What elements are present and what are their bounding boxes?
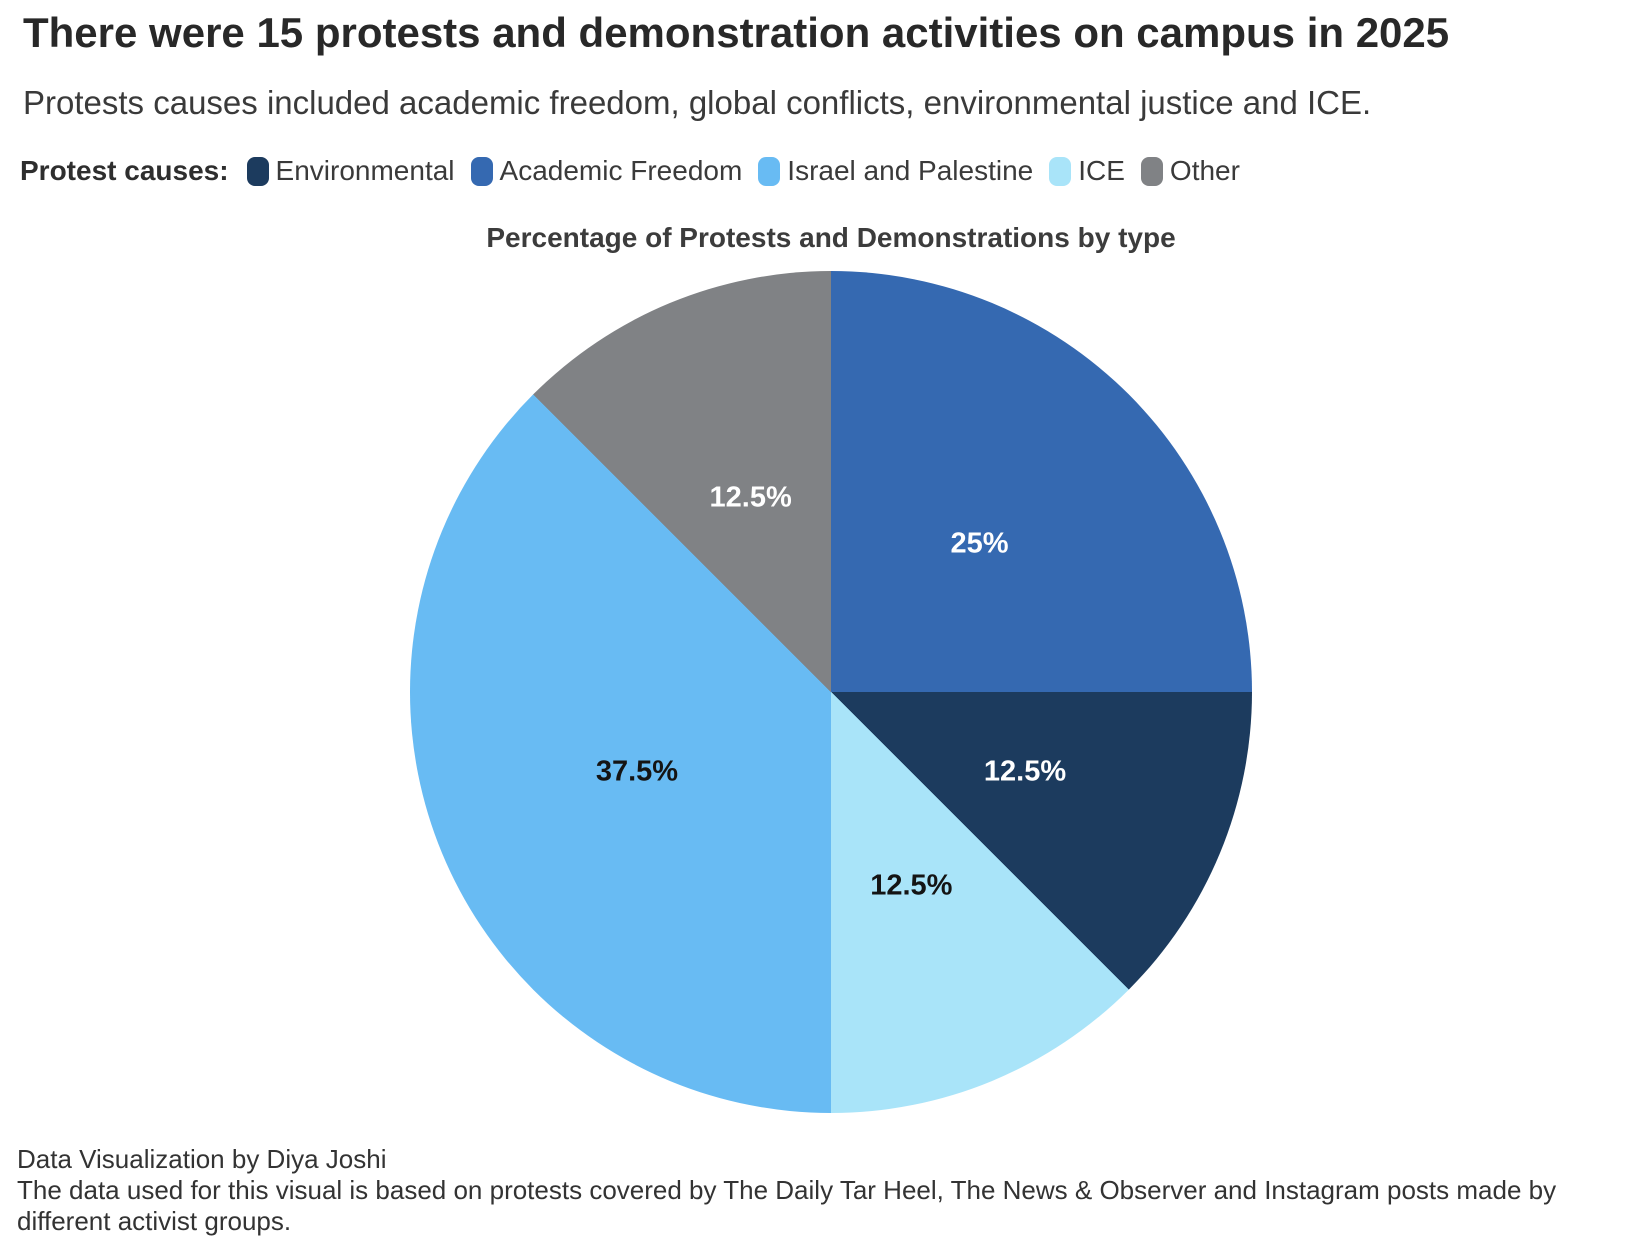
pie-slice-label: 25% — [950, 527, 1009, 559]
legend-item-label: Academic Freedom — [499, 155, 743, 186]
page-title: There were 15 protests and demonstration… — [23, 9, 1450, 56]
legend-swatch-icon — [1140, 156, 1163, 186]
legend-item-label: Environmental — [275, 155, 455, 186]
legend-swatch-icon — [1049, 156, 1072, 186]
legend-item-label: Israel and Palestine — [787, 155, 1034, 186]
pie-chart: 25% 12.5% 12.5% 37.5% 12.5% — [410, 271, 1252, 1113]
legend-item: Israel and Palestine — [758, 155, 1033, 187]
legend-item: Environmental — [246, 155, 455, 187]
legend-swatch-icon — [758, 156, 781, 186]
footer-source: The data used for this visual is based o… — [17, 1175, 1557, 1236]
legend-swatch-icon — [246, 156, 269, 186]
legend: Protest causes: Environmental Academic Fr… — [20, 155, 1240, 187]
legend-item: Other — [1140, 155, 1240, 187]
legend-item: Academic Freedom — [470, 155, 743, 187]
footer: Data Visualization by Diya Joshi The dat… — [17, 1144, 1647, 1237]
legend-swatch-icon — [470, 156, 493, 186]
pie-slice-label: 12.5% — [709, 481, 792, 514]
footer-credit: Data Visualization by Diya Joshi — [17, 1144, 387, 1174]
legend-items: Environmental Academic Freedom Israel and … — [246, 155, 1240, 187]
legend-item: ICE — [1049, 155, 1125, 187]
pie-slice-label: 12.5% — [983, 755, 1067, 788]
pie-slice-label: 37.5% — [595, 755, 679, 788]
legend-title: Protest causes: — [20, 155, 229, 186]
chart-title: Percentage of Protests and Demonstration… — [486, 222, 1176, 253]
legend-item-label: Other — [1169, 155, 1240, 186]
page-subtitle: Protests causes included academic freedo… — [23, 84, 1372, 121]
legend-item-label: ICE — [1078, 155, 1125, 186]
pie-slice-label: 12.5% — [870, 869, 953, 902]
